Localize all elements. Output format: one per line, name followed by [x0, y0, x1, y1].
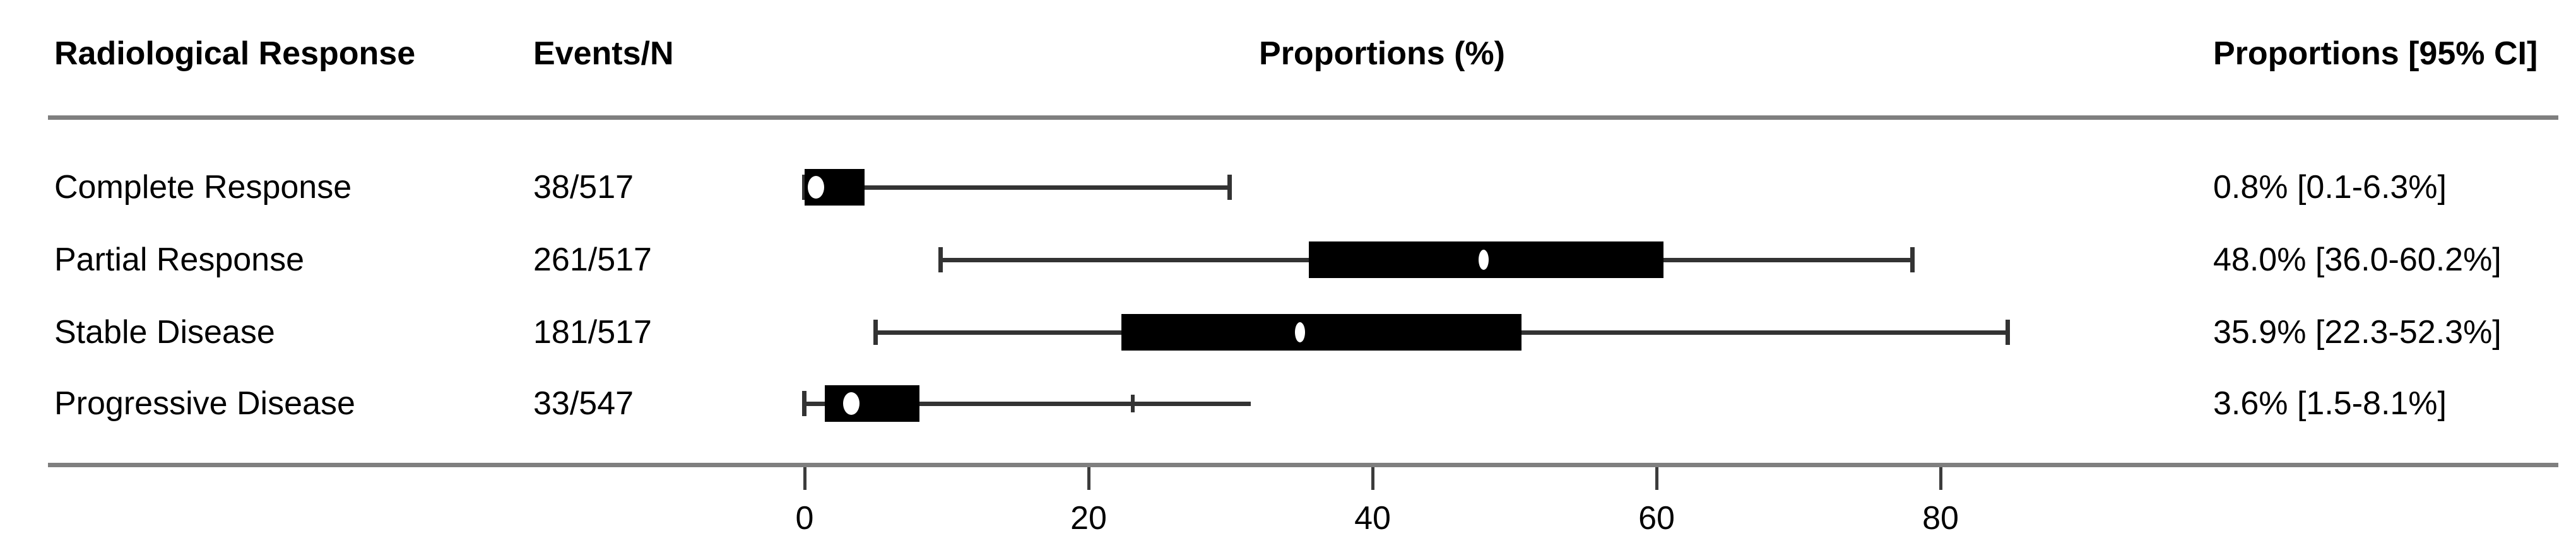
whisker-cap-right — [1910, 247, 1915, 272]
iqr-box — [824, 385, 920, 422]
axis-tick — [1655, 467, 1658, 490]
column-header-proportions: Proportions (%) — [1259, 35, 1505, 72]
whisker-line — [805, 402, 1251, 406]
axis-tick-label: 40 — [1354, 500, 1391, 537]
axis-tick-label: 60 — [1638, 500, 1675, 537]
median-dot — [1478, 250, 1489, 270]
whisker-cap-left — [802, 175, 806, 200]
axis-tick — [1371, 467, 1374, 490]
iqr-box — [1121, 314, 1522, 351]
axis-tick — [1087, 467, 1090, 490]
median-dot — [808, 176, 824, 199]
row-events-n: 181/517 — [533, 314, 652, 351]
row-ci-value: 35.9% [22.3-52.3%] — [2213, 314, 2502, 351]
column-header-events-n: Events/N — [533, 35, 674, 72]
axis-tick — [803, 467, 806, 490]
row-events-n: 38/517 — [533, 169, 634, 206]
whisker-cap-left — [873, 320, 878, 345]
axis-rule — [48, 463, 2558, 467]
row-ci-value: 48.0% [36.0-60.2%] — [2213, 241, 2502, 278]
row-label: Complete Response — [54, 169, 352, 206]
row-ci-value: 3.6% [1.5-8.1%] — [2213, 385, 2447, 422]
row-label: Progressive Disease — [54, 385, 355, 422]
axis-tick-label: 80 — [1922, 500, 1959, 537]
whisker-cap-right — [1227, 175, 1232, 200]
column-header-radiological-response: Radiological Response — [54, 35, 416, 72]
axis-tick-label: 0 — [795, 500, 814, 537]
header-separator-rule — [48, 115, 2558, 120]
whisker-cap-left — [802, 391, 806, 416]
median-dot — [843, 392, 860, 415]
row-events-n: 261/517 — [533, 241, 652, 278]
whisker-line — [805, 185, 1229, 190]
whisker-cap-right — [2005, 320, 2010, 345]
axis-tick-label: 20 — [1070, 500, 1107, 537]
whisker-cap-left — [938, 247, 943, 272]
median-dot — [1295, 322, 1306, 342]
row-events-n: 33/547 — [533, 385, 634, 422]
row-label: Partial Response — [54, 241, 304, 278]
whisker-inner-tick — [1130, 395, 1135, 412]
column-header-proportions-ci: Proportions [95% CI] — [2213, 35, 2538, 72]
row-ci-value: 0.8% [0.1-6.3%] — [2213, 169, 2447, 206]
axis-tick — [1939, 467, 1942, 490]
row-label: Stable Disease — [54, 314, 275, 351]
